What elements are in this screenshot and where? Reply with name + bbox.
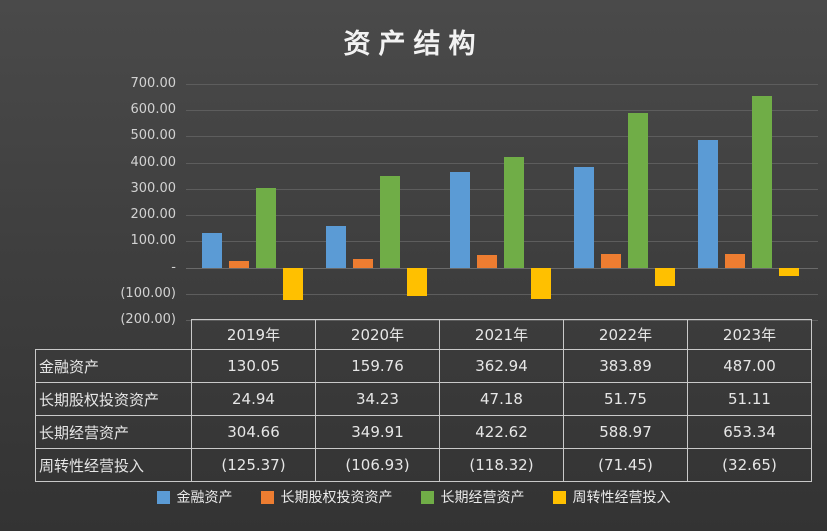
table-cell: 51.11	[687, 382, 812, 416]
bar-series-0-cat-0	[201, 233, 222, 268]
bar-series-1-cat-1	[352, 258, 373, 268]
gridline	[186, 136, 818, 138]
table-cell: 422.62	[439, 415, 564, 449]
table-cell: (106.93)	[315, 448, 440, 482]
legend-color-swatch	[552, 490, 566, 504]
table-row: 金融资产 130.05 159.76 362.94 383.89 487.00	[35, 349, 812, 383]
bar-series-2-cat-4	[751, 96, 772, 268]
y-axis-label: (100.00)	[120, 285, 176, 301]
plot-area	[186, 84, 818, 321]
table-cell: 362.94	[439, 349, 564, 383]
table-cell: 588.97	[563, 415, 688, 449]
legend-item: 金融资产	[156, 487, 233, 507]
table-cell: 47.18	[439, 382, 564, 416]
table-row-header: 长期股权投资资产	[35, 382, 192, 416]
bar-series-2-cat-3	[627, 113, 648, 268]
bar-series-3-cat-3	[654, 267, 675, 287]
y-axis-label: -	[171, 259, 176, 275]
asset-table: 2019年 2020年 2021年 2022年 2023年 金融资产 130.05 159.7…	[35, 319, 812, 482]
gridline	[186, 293, 818, 295]
bar-series-2-cat-1	[379, 175, 400, 268]
table-cell: 130.05	[191, 349, 316, 383]
legend-color-swatch	[420, 490, 434, 504]
table-col-header: 2023年	[687, 319, 812, 350]
bar-series-0-cat-3	[573, 166, 594, 268]
y-axis-label: 300.00	[130, 180, 177, 196]
gridline	[186, 110, 818, 112]
table-cell: (125.37)	[191, 448, 316, 482]
bar-series-3-cat-2	[530, 267, 551, 299]
bar-series-1-cat-0	[228, 261, 249, 268]
table-cell: 51.75	[563, 382, 688, 416]
legend-label: 周转性经营投入	[572, 490, 671, 506]
table-col-header: 2021年	[439, 319, 564, 350]
table-row: 长期经营资产 304.66 349.91 422.62 588.97 653.34	[35, 415, 812, 449]
table-cell: 24.94	[191, 382, 316, 416]
bar-series-2-cat-2	[503, 156, 524, 268]
table-row-header: 金融资产	[35, 349, 192, 383]
data-table: 2019年 2020年 2021年 2022年 2023年 金融资产 130.05 159.7…	[35, 319, 812, 482]
table-row-header: 长期经营资产	[35, 415, 192, 449]
legend-label: 金融资产	[176, 490, 233, 506]
legend-label: 长期股权投资资产	[280, 490, 393, 506]
gridline	[186, 162, 818, 164]
table-header-row: 2019年 2020年 2021年 2022年 2023年	[36, 319, 812, 350]
table-cell: (32.65)	[687, 448, 812, 482]
legend-item: 长期股权投资资产	[260, 487, 393, 507]
legend-label: 长期经营资产	[440, 490, 525, 506]
bar-series-0-cat-2	[449, 172, 470, 268]
y-axis: 700.00 600.00 500.00 400.00 300.00 200.00 100.…	[0, 76, 182, 327]
y-axis-label: 600.00	[130, 102, 177, 118]
chart-title: 资产结构	[343, 29, 484, 60]
bar-series-1-cat-4	[724, 254, 745, 268]
table-row: 周转性经营投入 (125.37) (106.93) (118.32) (71.45) (3…	[35, 448, 812, 482]
y-axis-label: 100.00	[130, 233, 177, 249]
table-cell: 349.91	[315, 415, 440, 449]
table-cell: (118.32)	[439, 448, 564, 482]
y-axis-label: 400.00	[130, 154, 177, 170]
table-row-header: 周转性经营投入	[35, 448, 192, 482]
table-col-header: 2020年	[315, 319, 440, 350]
gridline	[186, 267, 818, 269]
table-cell: 383.89	[563, 349, 688, 383]
bar-series-1-cat-3	[600, 253, 621, 268]
bar-series-0-cat-4	[697, 139, 718, 268]
table-cell: 159.76	[315, 349, 440, 383]
gridline	[186, 188, 818, 190]
table-col-header: 2019年	[191, 319, 316, 350]
table-cell: 653.34	[687, 415, 812, 449]
y-axis-label: 200.00	[130, 207, 177, 223]
gridline	[186, 241, 818, 243]
legend-color-swatch	[156, 490, 170, 504]
y-axis-label: (200.00)	[120, 312, 176, 327]
gridline	[186, 84, 818, 85]
y-axis-label: 500.00	[130, 128, 177, 144]
bar-series-3-cat-0	[282, 267, 303, 301]
gridline	[186, 215, 818, 217]
bar-series-2-cat-0	[255, 187, 276, 268]
table-row: 长期股权投资资产 24.94 34.23 47.18 51.75 51.11	[35, 382, 812, 416]
legend-color-swatch	[260, 490, 274, 504]
table-corner-cell	[36, 320, 192, 350]
table-cell: 34.23	[315, 382, 440, 416]
table-cell: 304.66	[191, 415, 316, 449]
bar-series-1-cat-2	[476, 255, 497, 268]
bar-series-3-cat-1	[406, 267, 427, 296]
table-col-header: 2022年	[563, 319, 688, 350]
legend-item: 长期经营资产	[420, 487, 525, 507]
legend: 金融资产 长期股权投资资产 长期经营资产 周转性经营投入	[0, 487, 827, 507]
bar-series-3-cat-4	[778, 267, 799, 277]
bar-series-0-cat-1	[325, 225, 346, 268]
legend-item: 周转性经营投入	[552, 487, 671, 507]
y-axis-label: 700.00	[130, 76, 177, 91]
table-cell: 487.00	[687, 349, 812, 383]
table-cell: (71.45)	[563, 448, 688, 482]
